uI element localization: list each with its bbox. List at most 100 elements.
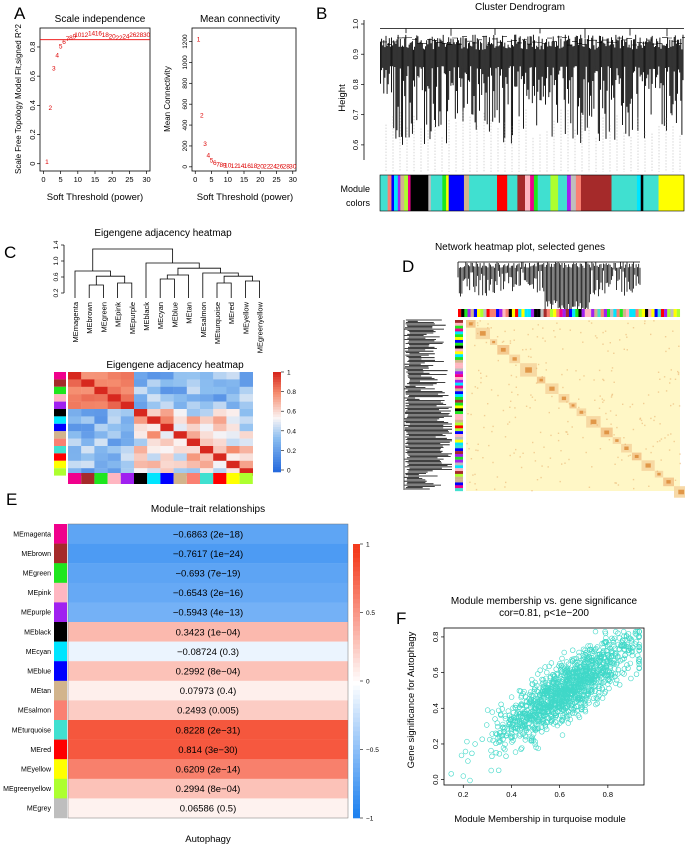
scatter-point	[542, 705, 548, 712]
scatter-point	[517, 731, 523, 737]
network-dot	[515, 448, 517, 451]
module-color-cyan	[636, 175, 642, 211]
trait-row-color-cyan	[54, 641, 67, 662]
scatter-point	[534, 671, 541, 677]
scatter-point	[448, 771, 454, 777]
network-dot	[490, 389, 493, 391]
network-dot	[567, 420, 569, 423]
scatter-point	[585, 697, 592, 704]
branch-brown-green	[88, 284, 104, 298]
trait-row-color-red	[54, 739, 67, 760]
network-dot	[479, 320, 481, 322]
scatter-point	[554, 680, 561, 687]
scatter-point	[553, 666, 559, 672]
power-point-label: 6	[62, 39, 66, 46]
scatter-point	[535, 711, 541, 717]
scatter-point	[527, 712, 533, 719]
eigengene-heat-cell	[226, 394, 240, 402]
y-tick-label: 0.6	[351, 140, 360, 150]
network-dot	[485, 341, 488, 344]
network-dot	[639, 417, 642, 419]
scatter-point	[599, 685, 605, 691]
eigengene-heat-cell	[120, 438, 135, 447]
network-dot	[611, 394, 613, 397]
network-dot	[579, 378, 581, 381]
colorbar-step	[273, 464, 281, 468]
scatter-point	[500, 725, 506, 731]
trait-cell-purple	[68, 602, 348, 623]
module-block-core	[561, 396, 567, 401]
eigengene-heat-cell	[68, 460, 82, 469]
network-dot	[475, 488, 478, 491]
eigengene-heat-cell	[173, 460, 187, 469]
x-tick-label: 10	[224, 175, 232, 184]
network-dot	[623, 348, 625, 350]
y-tick-label: 0.8	[351, 79, 360, 89]
scatter-point	[520, 718, 526, 724]
scatter-point	[607, 663, 613, 670]
left-color-yellow	[455, 351, 463, 355]
network-dot	[670, 369, 672, 371]
branch-salmon	[202, 272, 239, 298]
scatter-point	[472, 741, 478, 747]
scatter-point	[588, 686, 595, 693]
top-color-brown	[565, 309, 570, 317]
eigengene-heat-cell	[173, 453, 187, 461]
top-color-cyan	[632, 309, 636, 317]
network-dot	[505, 481, 507, 484]
network-dot	[496, 336, 499, 338]
scatter-point	[591, 676, 598, 682]
network-dot	[477, 332, 479, 335]
eigengene-heat-cell	[147, 453, 161, 461]
network-dot	[641, 422, 643, 425]
colorbar-step	[273, 467, 281, 470]
network-dot	[611, 393, 614, 396]
scatter-point	[534, 717, 540, 723]
network-dot	[644, 424, 646, 427]
eigengene-heat-cell	[173, 379, 187, 387]
y-tick-label: 600	[182, 98, 189, 109]
eigengene-heat-cell	[173, 372, 187, 380]
eigengene-heat-cell	[200, 431, 214, 439]
scatter-point	[484, 722, 490, 728]
eigengene-heat-cell	[81, 446, 95, 454]
y-tick-label: 0	[28, 162, 37, 166]
power-point-label: 18	[250, 163, 258, 170]
trait-row-label: MEyellow	[21, 767, 52, 774]
network-dot	[487, 327, 489, 329]
scatter-point	[565, 720, 571, 726]
scatter-point	[582, 647, 588, 654]
scatter-point	[626, 644, 633, 651]
top-color-purple	[467, 309, 471, 317]
module-label-1: Module	[340, 184, 370, 194]
network-dot	[532, 441, 534, 444]
colorbar-step	[353, 776, 360, 782]
scatter-point	[580, 652, 586, 659]
eigengene-heat-cell	[94, 438, 108, 447]
trait-cell-pink	[68, 582, 348, 603]
network-dot	[507, 423, 509, 425]
scatter-point	[521, 719, 528, 725]
trait-cell-green	[68, 563, 348, 583]
module-color-bar-frame	[379, 174, 685, 212]
scatter-point	[580, 646, 587, 652]
top-color-cyan	[613, 309, 617, 317]
scatter-point	[531, 686, 538, 692]
power-point-label: 14	[237, 163, 245, 170]
eigengene-heat-cell	[134, 379, 148, 387]
scatter-point	[583, 692, 590, 698]
scale-independence-ylabel: Scale Free Topology Model Fit,signed R^2	[14, 23, 23, 173]
network-dot	[477, 324, 479, 327]
network-dot	[674, 479, 677, 481]
network-dot	[515, 386, 517, 388]
module-color-blue	[391, 175, 395, 211]
top-color-green	[606, 309, 611, 317]
eigengene-heat-cell	[147, 460, 161, 469]
network-dot	[657, 371, 660, 373]
y-tick-label: 0.2	[53, 288, 60, 297]
col-color-red	[213, 473, 227, 484]
scatter-point	[512, 749, 519, 755]
network-dot	[590, 322, 593, 324]
scatter-point	[508, 714, 515, 720]
